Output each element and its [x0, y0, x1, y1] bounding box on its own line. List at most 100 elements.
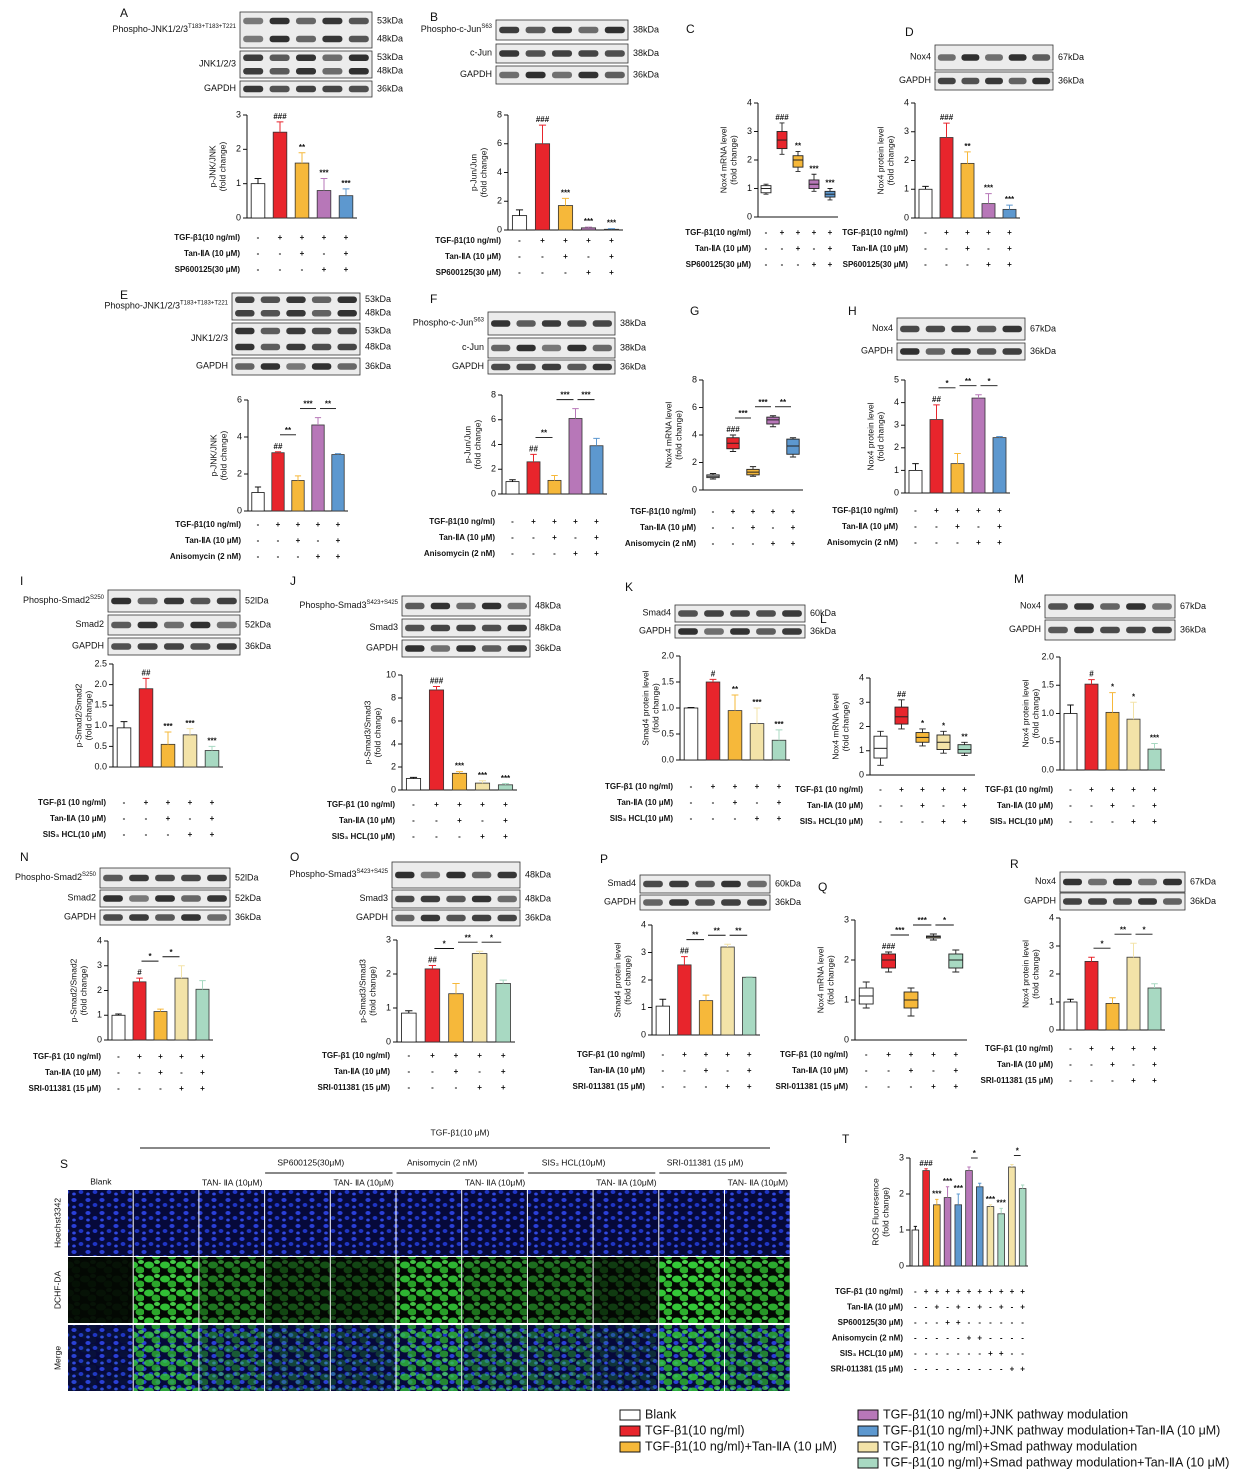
condition-sign: + [1010, 1287, 1015, 1296]
y-tick-label: 3 [894, 420, 899, 430]
y-tick-label: 1 [859, 745, 864, 755]
micrograph-signal [68, 1325, 133, 1391]
comparison-label: ** [692, 931, 699, 940]
condition-label: SRI-011381 (15 μM) [573, 1082, 646, 1091]
error-bar [913, 1225, 918, 1230]
y-tick-label: 8 [497, 109, 502, 119]
condition-label: Anisomycin (2 nM) [424, 549, 495, 558]
error-bar [254, 178, 262, 184]
condition-label: Tan-ⅡA (10 μM) [439, 533, 495, 542]
blot-band [516, 344, 536, 352]
blot-band [269, 54, 290, 61]
molecular-weight: 52lDa [235, 872, 259, 882]
condition-sign: + [953, 1050, 958, 1059]
error-bar [452, 983, 460, 994]
y-tick-label: 8 [391, 692, 396, 702]
y-tick-label: 4 [97, 935, 102, 945]
blot-band [1008, 77, 1027, 85]
comparison-label: * [1016, 1147, 1020, 1156]
condition-sign: - [407, 1051, 410, 1060]
column-label: TAN- ⅡA (10μM) [465, 1177, 526, 1187]
condition-sign: + [828, 228, 833, 237]
box [760, 185, 772, 194]
y-tick-label: 0 [894, 487, 899, 497]
condition-sign: + [771, 539, 776, 548]
y-tick-label: 1 [97, 1010, 102, 1020]
y-axis-label: (fold change) [728, 135, 738, 185]
blot-band [925, 348, 946, 355]
significance-label: * [1132, 692, 1136, 701]
blot-band [260, 296, 281, 303]
y-tick-label: 0 [747, 211, 752, 221]
bar [1126, 956, 1141, 1031]
bar [505, 481, 520, 495]
micrograph [133, 1190, 199, 1256]
blot-label-text: GAPDH [366, 643, 398, 653]
condition-sign: - [956, 538, 959, 547]
blot-band [103, 874, 123, 882]
condition-sign: - [541, 252, 544, 261]
bar [116, 727, 132, 768]
column-label: TAN- ⅡA (10μM) [333, 1177, 394, 1187]
blot-label: Phospho-JNK1/2/3T183+T183+T221 [104, 300, 228, 311]
blot-band [111, 597, 132, 605]
blot-band [925, 325, 946, 333]
condition-sign: - [756, 798, 759, 807]
blot-band [730, 628, 750, 635]
condition-sign: + [300, 249, 305, 258]
error-bar [1109, 997, 1116, 1004]
bar [153, 1011, 168, 1041]
whisker [919, 728, 926, 747]
condition-sign: + [731, 507, 736, 516]
y-tick-label: 0 [641, 1029, 646, 1039]
blot-band [395, 895, 415, 903]
condition-sign: - [564, 268, 567, 277]
molecular-weight: 48kDa [377, 33, 403, 43]
y-axis-label: ROS Fluoresence [870, 1178, 880, 1246]
comparison-label: * [490, 933, 494, 942]
y-tick-label: 2.5 [94, 658, 107, 668]
condition-sign: + [336, 520, 341, 529]
y-tick-label: 0 [859, 769, 864, 779]
condition-sign: - [989, 1365, 992, 1374]
bar [474, 782, 491, 791]
blot-label-text: Phospho-Smad2 [23, 595, 90, 605]
condition-sign: - [117, 1084, 120, 1093]
y-tick-label: 1.0 [661, 702, 674, 712]
blot-label-text: Smad4 [642, 608, 671, 618]
bar [204, 750, 220, 768]
error-bar [478, 780, 487, 784]
condition-sign: - [978, 1365, 981, 1374]
blot-band [669, 880, 689, 888]
blot-band [269, 85, 290, 93]
blot-band [295, 85, 317, 93]
condition-sign: - [879, 817, 882, 826]
blot-band [235, 310, 255, 317]
micrograph-signal [199, 1257, 265, 1323]
condition-sign: - [914, 1287, 917, 1296]
blot-band [1008, 54, 1027, 61]
condition-sign: - [734, 814, 737, 823]
y-axis-label: (fold change) [622, 955, 632, 1005]
condition-sign: + [704, 1050, 709, 1059]
bar [1084, 683, 1099, 771]
y-axis-label: (fold change) [217, 142, 227, 192]
bar [911, 1229, 920, 1267]
y-axis-label: (fold change) [1030, 689, 1040, 739]
y-tick-label: 1 [894, 465, 899, 475]
legend-swatch [857, 1409, 879, 1421]
error-bar [342, 188, 350, 196]
condition-sign: - [968, 1303, 971, 1312]
comparison-label: ** [714, 926, 721, 935]
condition-sign: + [480, 832, 485, 841]
blot-band [337, 343, 357, 351]
molecular-weight: 38kDa [620, 318, 646, 328]
y-tick-label: 6 [237, 394, 242, 404]
condition-sign: + [934, 506, 939, 515]
blot-band [604, 71, 625, 79]
condition-sign: + [725, 1082, 730, 1091]
condition-sign: + [931, 1050, 936, 1059]
condition-sign: + [1007, 244, 1012, 253]
condition-sign: + [747, 1066, 752, 1075]
condition-label: TGF-β1 (10 ng/ml) [835, 1287, 903, 1296]
